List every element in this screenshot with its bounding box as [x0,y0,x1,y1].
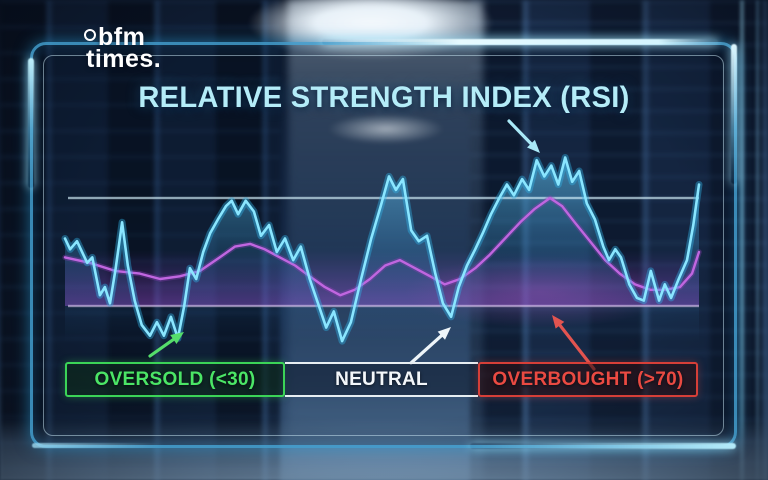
logo-line2: times. [86,45,162,73]
frame-highlight-right [731,44,737,184]
zone-oversold: OVERSOLD (<30) [65,362,285,397]
zone-overbought-label: OVERBOUGHT (>70) [492,368,684,390]
oversold-dip-arrow [148,335,179,358]
overbought-peak-arrow [507,119,536,149]
bfm-globe-icon [84,29,96,41]
bfm-times-logo: bfm times. [84,23,162,73]
frame-highlight-top [322,39,718,45]
zone-oversold-label: OVERSOLD (<30) [94,368,256,390]
oversold-dip-arrow-head [170,332,184,344]
neutral-dip-arrow [409,331,446,365]
logo-line1: bfm [98,23,146,51]
frame-highlight-bottom-right [470,443,736,449]
zone-overbought: OVERBOUGHT (>70) [478,362,698,397]
frame-highlight-bottom-left [32,443,162,448]
overbought-peak-arrow-head [527,139,540,153]
page-title: RELATIVE STRENGTH INDEX (RSI) [138,81,630,114]
neutral-dip-arrow-head [437,327,451,340]
zone-neutral: NEUTRAL [285,362,478,397]
overbought-zone-arrow [555,320,596,371]
rsi-line [63,156,701,343]
zone-neutral-label: NEUTRAL [335,368,428,390]
signal-line [63,196,701,297]
frame-highlight-left [28,58,34,188]
overbought-zone-arrow-head [552,315,565,329]
inner-frame-line [43,55,724,436]
zone-bar: OVERSOLD (<30) NEUTRAL OVERBOUGHT (>70) [65,362,698,397]
